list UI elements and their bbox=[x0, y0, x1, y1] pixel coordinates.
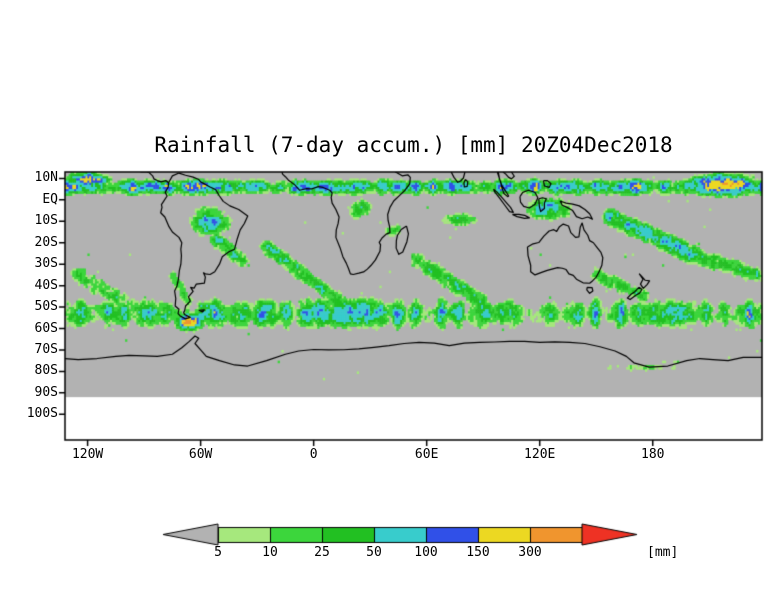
colorbar-level-label: 10 bbox=[262, 545, 278, 560]
lon-tick-label: 120E bbox=[524, 447, 556, 462]
lat-tick-label: 40S bbox=[34, 277, 58, 293]
lat-tick-label: 30S bbox=[34, 256, 58, 272]
lat-tick-label: 10N bbox=[34, 170, 58, 186]
lon-tick-label: 60E bbox=[414, 447, 439, 462]
lat-tick-label: 50S bbox=[34, 299, 58, 315]
plot-title: Rainfall (7-day accum.) [mm] 20Z04Dec201… bbox=[154, 133, 673, 157]
colorbar-unit-label: [mm] bbox=[647, 545, 679, 560]
lat-tick-label: 80S bbox=[34, 363, 58, 379]
lat-tick-label: 20S bbox=[34, 234, 58, 250]
lat-tick-label: 100S bbox=[26, 406, 58, 422]
colorbar-level-label: 150 bbox=[466, 545, 490, 560]
lon-tick-label: 0 bbox=[309, 447, 318, 462]
colorbar-level-label: 25 bbox=[314, 545, 330, 560]
lat-tick-label: EQ bbox=[42, 191, 58, 207]
lat-tick-label: 60S bbox=[34, 320, 58, 336]
colorbar-level-label: 50 bbox=[366, 545, 382, 560]
lat-tick-label: 90S bbox=[34, 384, 58, 400]
lon-tick-label: 180 bbox=[640, 447, 665, 462]
colorbar-level-label: 300 bbox=[518, 545, 542, 560]
colorbar-level-label: 100 bbox=[414, 545, 438, 560]
lat-tick-label: 10S bbox=[34, 213, 58, 229]
lon-tick-label: 120W bbox=[71, 447, 104, 462]
lat-tick-label: 70S bbox=[34, 341, 58, 357]
lon-tick-label: 60W bbox=[188, 447, 213, 462]
colorbar-level-label: 5 bbox=[214, 545, 222, 560]
